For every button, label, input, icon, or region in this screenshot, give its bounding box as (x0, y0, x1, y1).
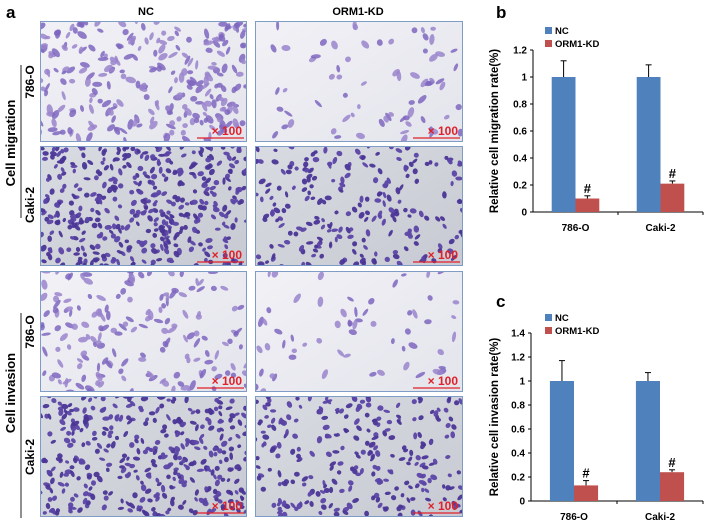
magnification-label: × 100 (212, 248, 243, 262)
micrograph-background (40, 271, 247, 392)
column-header-orm1-kd: ORM1-KD (332, 6, 383, 18)
micrograph-migration-caki2-orm1-kd: × 100 (255, 146, 463, 266)
y-tick-label: 0.2 (511, 473, 525, 484)
row-label-migration-786o: 786-O (23, 65, 37, 98)
stained-cells (40, 146, 247, 266)
group-label-invasion: Cell invasion (3, 353, 18, 433)
micrograph-invasion-caki2-orm1-kd: × 100 (255, 396, 463, 517)
panel-letter: b (496, 3, 506, 22)
stained-cells (255, 271, 460, 392)
y-tick-label: 1 (519, 377, 525, 388)
magnification-label: × 100 (212, 124, 243, 138)
micrograph-border (255, 21, 463, 142)
group-label-migration: Cell migration (3, 100, 18, 187)
y-tick-label: 1 (521, 73, 527, 84)
stained-cells (40, 21, 247, 142)
y-tick-label: 0.8 (513, 100, 527, 111)
micrograph-migration-caki2-nc: × 100 (40, 146, 247, 266)
micrograph-invasion-786o-nc: × 100 (40, 271, 247, 392)
legend-label-nc: NC (555, 313, 569, 324)
y-axis-label: Relative cell migration rate(%) (489, 49, 501, 213)
bar-orm1-kd-caki-2 (660, 183, 685, 212)
row-label-invasion-786o: 786-O (23, 315, 37, 348)
bar-orm1-kd-786-o (574, 485, 599, 501)
x-tick-label: 786-O (562, 223, 590, 234)
y-tick-label: 0.2 (513, 181, 527, 192)
micrograph-invasion-786o-orm1-kd: × 100 (255, 271, 463, 392)
bar-orm1-kd-786-o (575, 198, 600, 212)
chart-b: b NC ORM1-KD 0 0.2 0.4 0.6 0.8 1 1.2 786-O # Caki-2 #… (489, 3, 704, 234)
micrograph-border (255, 396, 463, 517)
y-tick-label: 0.6 (511, 425, 525, 436)
significance-mark: # (668, 455, 676, 470)
micrograph-border (40, 146, 247, 266)
row-label-migration-caki2: Caki-2 (23, 187, 37, 223)
magnification-label: × 100 (212, 499, 243, 513)
y-tick-label: 0 (519, 497, 525, 508)
legend-label-nc: NC (555, 26, 569, 37)
legend-swatch-orm1-kd (545, 40, 552, 47)
stained-cells (255, 396, 463, 517)
micrograph-migration-786o-nc: × 100 (40, 21, 247, 142)
chart-c: c NC ORM1-KD 0 0.2 0.4 0.6 0.8 1 1.2 1.4 786-O # Caki… (489, 292, 704, 523)
micrograph-border (255, 271, 463, 392)
magnification-label: × 100 (428, 248, 459, 262)
micrograph-border (255, 146, 463, 266)
x-tick-label: 786-O (560, 512, 588, 523)
y-tick-label: 1.2 (511, 353, 525, 364)
micrograph-migration-786o-orm1-kd: × 100 (255, 21, 463, 142)
bar-nc-786-o (551, 77, 576, 212)
stained-cells (270, 21, 463, 142)
micrograph-invasion-caki2-nc: × 100 (40, 396, 247, 517)
significance-mark: # (669, 166, 677, 181)
bar-nc-caki-2 (635, 381, 660, 501)
row-label-invasion-caki2: Caki-2 (23, 439, 37, 475)
legend-label-orm1-kd: ORM1-KD (555, 39, 599, 50)
significance-mark: # (584, 181, 592, 196)
y-tick-label: 0.6 (513, 127, 527, 138)
micrograph-border (40, 21, 247, 142)
y-tick-label: 0 (521, 208, 527, 219)
magnification-label: × 100 (428, 499, 459, 513)
panel-letter: c (496, 292, 505, 311)
bar-nc-caki-2 (636, 77, 661, 212)
y-axis-label: Relative cell invasion rate(%) (489, 338, 501, 497)
legend-label-orm1-kd: ORM1-KD (555, 326, 599, 337)
magnification-label: × 100 (428, 124, 459, 138)
micrograph-background (255, 271, 463, 392)
magnification-label: × 100 (212, 374, 243, 388)
y-tick-label: 1.4 (511, 329, 525, 340)
x-tick-label: Caki-2 (645, 512, 675, 523)
legend-swatch-nc (545, 314, 552, 321)
y-tick-label: 1.2 (513, 46, 527, 57)
y-tick-label: 0.4 (513, 154, 527, 165)
bar-orm1-kd-caki-2 (660, 472, 685, 501)
micrograph-border (40, 271, 247, 392)
y-tick-label: 0.4 (511, 449, 525, 460)
stained-cells (40, 396, 247, 517)
legend-swatch-orm1-kd (545, 327, 552, 334)
bar-nc-786-o (549, 381, 574, 501)
column-header-nc: NC (138, 6, 154, 18)
x-tick-label: Caki-2 (645, 223, 675, 234)
legend-swatch-nc (545, 27, 552, 34)
micrograph-border (40, 396, 247, 517)
stained-cells (255, 146, 463, 266)
panel-a-letter: a (6, 3, 16, 22)
magnification-label: × 100 (428, 374, 459, 388)
y-tick-label: 0.8 (511, 401, 525, 412)
micrograph-grid: × 100 × 100 × 100 × 100 × 100 × 100 × 100 × 100 (40, 21, 463, 517)
significance-mark: # (582, 466, 590, 481)
